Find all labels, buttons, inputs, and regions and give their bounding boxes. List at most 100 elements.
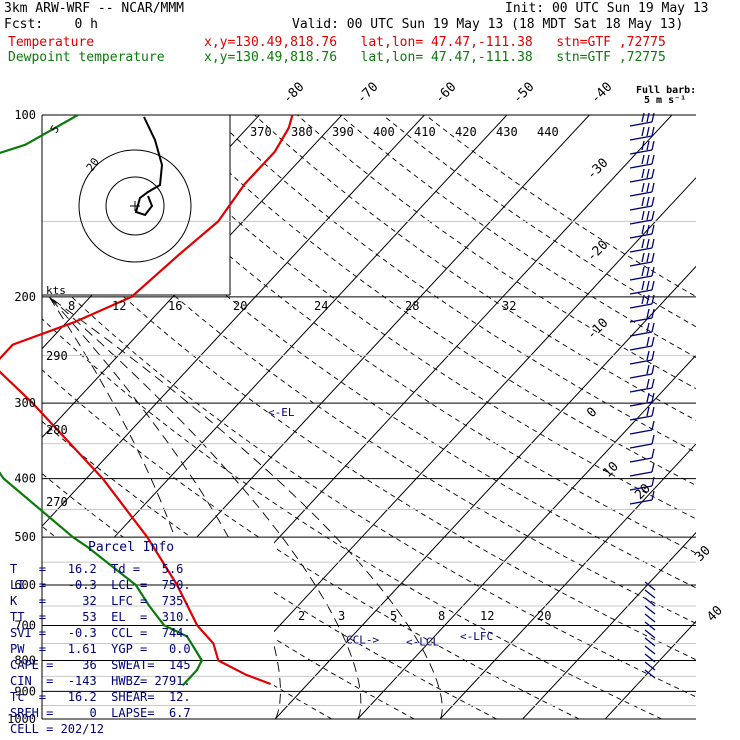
mixing-ratio-label: 20 bbox=[537, 609, 551, 623]
valid-time: Valid: 00 UTC Sun 19 May 13 (18 MDT Sat … bbox=[292, 17, 684, 32]
parcel-info-title: Parcel Info bbox=[88, 540, 175, 555]
wind-barb bbox=[646, 112, 650, 123]
isotherm-label: 0 bbox=[584, 405, 600, 421]
wind-barb bbox=[651, 420, 655, 431]
wind-barb bbox=[646, 392, 650, 403]
chart-marks bbox=[0, 112, 656, 687]
hodograph-ring-label: 20 bbox=[84, 155, 102, 173]
wind-barb bbox=[646, 252, 650, 263]
wind-barb bbox=[629, 499, 653, 505]
wind-barb bbox=[644, 629, 656, 639]
wind-barb bbox=[651, 294, 655, 305]
wind-barb bbox=[651, 280, 655, 291]
wind-barb bbox=[629, 485, 653, 491]
isotherm-label: -50 bbox=[510, 80, 537, 107]
forecast-hour: Fcst: 0 h bbox=[4, 17, 98, 32]
wind-barb bbox=[641, 280, 645, 291]
mixing-ratio-label: 32 bbox=[502, 299, 516, 313]
lcl-annotation: <-LCL bbox=[406, 636, 439, 649]
pressure-tick-label: 600 bbox=[14, 578, 36, 592]
wind-barb bbox=[646, 126, 650, 137]
wind-barb bbox=[644, 581, 656, 591]
wind-barb bbox=[646, 336, 650, 347]
isotherm-label: -30 bbox=[584, 156, 611, 183]
isotherm-label: -20 bbox=[584, 238, 611, 265]
isotherm-label: -80 bbox=[280, 80, 307, 107]
parcel-info-panel bbox=[42, 537, 274, 719]
wind-barb bbox=[651, 210, 655, 221]
wind-barb bbox=[646, 196, 650, 207]
isotherm-line bbox=[192, 177, 696, 719]
temperature-legend: Temperature bbox=[8, 35, 95, 50]
isotherm-line bbox=[42, 115, 508, 616]
wind-barb bbox=[651, 336, 655, 347]
pressure-tick-label: 400 bbox=[14, 472, 36, 486]
theta-e-label: 370 bbox=[250, 125, 272, 139]
parcel-row: TT = 53 EL = 310. bbox=[10, 610, 191, 624]
isotherm-line bbox=[439, 443, 696, 719]
parcel-row: CIN = -143 HWBZ= 2791. bbox=[10, 674, 191, 688]
isotherm-label: -70 bbox=[354, 80, 381, 107]
theta-e-label: 420 bbox=[455, 125, 477, 139]
wind-barb bbox=[629, 205, 653, 211]
isotherm-label: -60 bbox=[432, 80, 459, 107]
wind-barb bbox=[651, 434, 655, 445]
mixing-ratio-label: 16 bbox=[168, 299, 182, 313]
wind-barb bbox=[644, 661, 656, 671]
dry-adiabat-line bbox=[297, 115, 696, 390]
chart-grid bbox=[41, 114, 696, 720]
wind-barb bbox=[651, 448, 655, 459]
wind-barb bbox=[629, 247, 653, 253]
wind-barb bbox=[651, 182, 655, 193]
model-title: 3km ARW-WRF -- NCAR/MMM bbox=[4, 1, 185, 16]
isotherm-line bbox=[42, 115, 425, 527]
mixing-ratio-label: 8 bbox=[68, 299, 75, 313]
wind-barb bbox=[629, 443, 653, 449]
wind-barb bbox=[646, 238, 650, 249]
isotherm-label: -10 bbox=[584, 316, 611, 343]
parcel-row: PW = 1.61 YGP = 0.0 bbox=[10, 642, 191, 656]
wind-barb bbox=[651, 406, 655, 417]
temperature-location: x,y=130.49,818.76 lat,lon= 47.47,-111.38… bbox=[204, 35, 666, 50]
parcel-row: SVI = -0.3 CCL = 744. bbox=[10, 626, 191, 640]
wind-barb bbox=[651, 392, 655, 403]
wind-barb bbox=[646, 294, 650, 305]
mixing-ratio-label: 3 bbox=[338, 609, 345, 623]
theta-e-label: 410 bbox=[414, 125, 436, 139]
wind-barb bbox=[651, 322, 655, 333]
theta-e-label: 430 bbox=[496, 125, 518, 139]
wind-barb bbox=[644, 613, 656, 623]
dry-adiabat-line bbox=[382, 115, 696, 328]
mixing-ratio-label: 8 bbox=[438, 609, 445, 623]
wind-barb bbox=[646, 168, 650, 179]
wind-barb bbox=[641, 224, 645, 235]
wind-barb bbox=[629, 121, 653, 127]
isotherm-line bbox=[357, 354, 696, 719]
isotherm-label: 10 bbox=[600, 459, 622, 481]
el-annotation: <-EL bbox=[268, 406, 295, 419]
wind-barb bbox=[644, 653, 656, 663]
dewpoint-location: x,y=130.49,818.76 lat,lon= 47.47,-111.38… bbox=[204, 50, 666, 65]
dry-adiabat-line bbox=[425, 115, 696, 298]
wind-barb bbox=[629, 135, 653, 141]
wind-barb bbox=[646, 378, 650, 389]
wind-barb bbox=[629, 429, 653, 435]
parcel-row: SREH = 0 LAPSE= 6.7 bbox=[10, 706, 191, 720]
wind-barb bbox=[629, 191, 653, 197]
wind-barb bbox=[651, 154, 655, 165]
wind-barb bbox=[651, 112, 655, 123]
wind-barb bbox=[651, 476, 655, 487]
isotherm-line bbox=[274, 265, 696, 719]
isotherm-label: 30 bbox=[692, 543, 714, 565]
wind-barb bbox=[641, 294, 645, 305]
wind-barb bbox=[641, 112, 645, 123]
wind-barb bbox=[641, 238, 645, 249]
parcel-row: K = 32 LFC = 735. bbox=[10, 594, 191, 608]
pressure-tick-label: 800 bbox=[14, 653, 36, 667]
wind-barb bbox=[646, 224, 650, 235]
wind-barb bbox=[646, 350, 650, 361]
wind-barb bbox=[651, 308, 655, 319]
isotherm-label: -40 bbox=[588, 80, 615, 107]
hodograph-units: kts bbox=[46, 284, 66, 297]
lfc-annotation: <-LFC bbox=[460, 630, 493, 643]
